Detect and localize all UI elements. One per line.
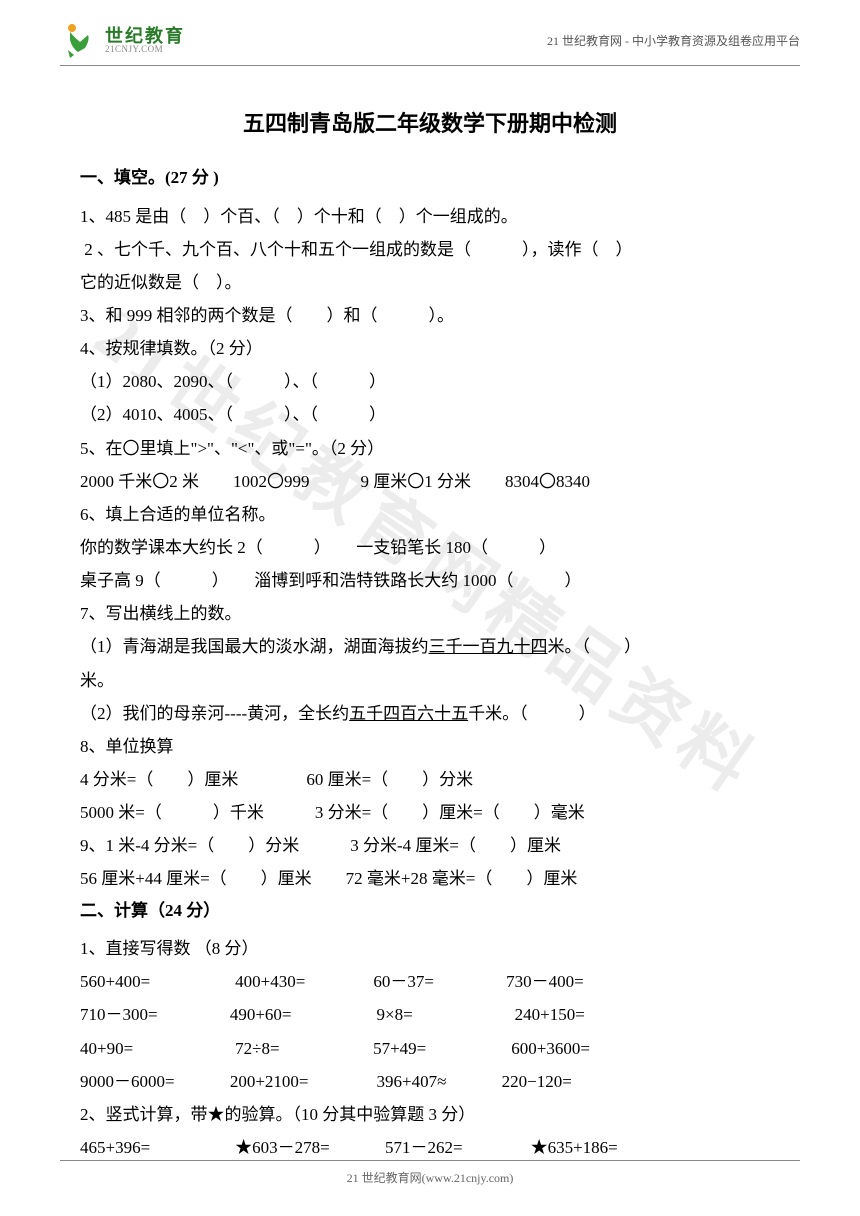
q7-1c: 米。 [80,664,780,697]
q7-1-underline: 三千一百九十四 [429,637,548,656]
q5-items: 2000 千米〇2 米 1002〇999 9 厘米〇1 分米 8304〇8340 [80,465,780,498]
q7-1a: （1）青海湖是我国最大的淡水湖，湖面海拔约 [80,637,429,656]
q7-1b: 米。（ ） [548,637,642,656]
q4: 4、按规律填数。（2 分） [80,332,780,365]
s2-q1-r2: 710－300= 490+60= 9×8= 240+150= [80,998,780,1031]
s2-q1-r4: 9000－6000= 200+2100= 396+407≈ 220−120= [80,1065,780,1098]
page-header: 世纪教育 21CNJY.COM 21 世纪教育网 - 中小学教育资源及组卷应用平… [60,0,800,66]
q4-1: （1）2080、2090、（ ）、（ ） [80,365,780,398]
q9-1: 9、1 米-4 分米=（ ）分米 3 分米-4 厘米=（ ）厘米 [80,829,780,862]
q5: 5、在〇里填上">"、"<"、或"="。（2 分） [80,432,780,465]
page-title: 五四制青岛版二年级数学下册期中检测 [80,106,780,138]
section2-heading: 二、计算（24 分） [80,896,780,927]
q2b: 它的近似数是（ ）。 [80,266,780,299]
q8: 8、单位换算 [80,730,780,763]
s2-q2-items: 465+396= ★603－278= 571－262= ★635+186= [80,1131,780,1164]
q8-2: 5000 米=（ ）千米 3 分米=（ ）厘米=（ ）毫米 [80,796,780,829]
q6: 6、填上合适的单位名称。 [80,498,780,531]
q2a: 2 、七个千、九个百、八个十和五个一组成的数是（ ），读作（ ） [80,233,780,266]
logo-en: 21CNJY.COM [105,45,185,54]
q7-2-underline: 五千四百六十五 [349,704,468,723]
s2-q1: 1、直接写得数 （8 分） [80,932,780,965]
logo-icon [60,20,100,60]
document-content: 五四制青岛版二年级数学下册期中检测 一、填空。(27 分 ) 1、485 是由（… [0,66,860,1184]
q3: 3、和 999 相邻的两个数是（ ）和（ ）。 [80,299,780,332]
q7-2b: 千米。（ ） [468,704,596,723]
s2-q2: 2、竖式计算，带★的验算。（10 分其中验算题 3 分） [80,1098,780,1131]
q1: 1、485 是由（ ）个百、（ ）个十和（ ）个一组成的。 [80,200,780,233]
logo: 世纪教育 21CNJY.COM [60,20,185,60]
q6-2: 桌子高 9（ ） 淄博到呼和浩特铁路长大约 1000（ ） [80,564,780,597]
q7: 7、写出横线上的数。 [80,597,780,630]
q7-1: （1）青海湖是我国最大的淡水湖，湖面海拔约三千一百九十四米。（ ） [80,630,780,663]
q4-2: （2）4010、4005、（ ）、（ ） [80,398,780,431]
q7-2: （2）我们的母亲河----黄河，全长约五千四百六十五千米。（ ） [80,697,780,730]
q6-1: 你的数学课本大约长 2（ ） 一支铅笔长 180（ ） [80,531,780,564]
logo-cn: 世纪教育 [105,27,185,45]
q9-2: 56 厘米+44 厘米=（ ）厘米 72 毫米+28 毫米=（ ）厘米 [80,862,780,895]
q8-1: 4 分米=（ ）厘米 60 厘米=（ ）分米 [80,763,780,796]
q7-2a: （2）我们的母亲河----黄河，全长约 [80,704,349,723]
section1-heading: 一、填空。(27 分 ) [80,163,780,194]
logo-text: 世纪教育 21CNJY.COM [105,27,185,54]
header-right-text: 21 世纪教育网 - 中小学教育资源及组卷应用平台 [547,32,800,49]
s2-q1-r3: 40+90= 72÷8= 57+49= 600+3600= [80,1032,780,1065]
s2-q1-r1: 560+400= 400+430= 60－37= 730－400= [80,965,780,998]
